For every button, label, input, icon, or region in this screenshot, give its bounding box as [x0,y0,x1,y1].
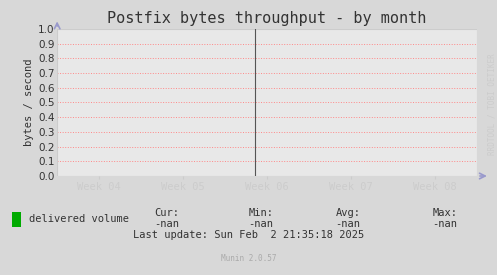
Text: RRDTOOL / TOBI OETIKER: RRDTOOL / TOBI OETIKER [487,54,496,155]
Text: -nan: -nan [335,219,360,229]
Text: Min:: Min: [248,208,273,218]
Text: Avg:: Avg: [335,208,360,218]
Text: Munin 2.0.57: Munin 2.0.57 [221,254,276,263]
Y-axis label: bytes / second: bytes / second [24,59,34,146]
Text: -nan: -nan [248,219,273,229]
Text: -nan: -nan [154,219,179,229]
Text: delivered volume: delivered volume [29,214,129,224]
Text: -nan: -nan [432,219,457,229]
Text: Cur:: Cur: [154,208,179,218]
Text: Last update: Sun Feb  2 21:35:18 2025: Last update: Sun Feb 2 21:35:18 2025 [133,230,364,240]
Title: Postfix bytes throughput - by month: Postfix bytes throughput - by month [107,11,427,26]
Text: Max:: Max: [432,208,457,218]
